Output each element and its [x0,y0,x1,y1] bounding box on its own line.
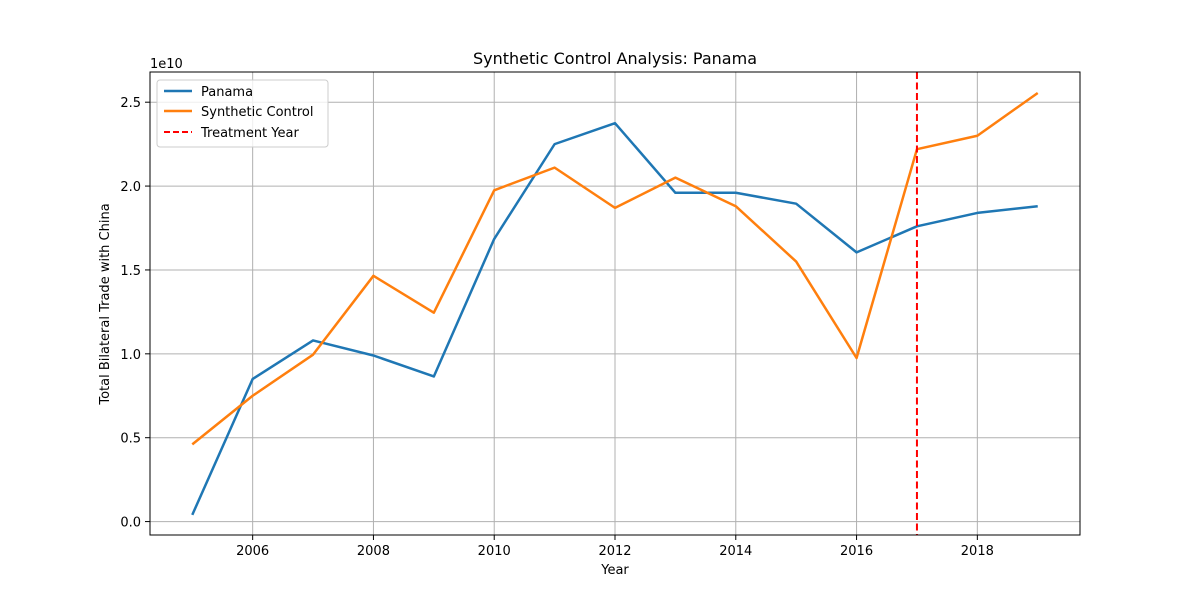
x-tick-label: 2014 [719,544,752,559]
legend-label-treatment-year: Treatment Year [200,126,299,141]
y-axis-label: Total Bilateral Trade with China [98,203,113,405]
y-tick-label: 1.5 [120,264,141,279]
x-tick-label: 2018 [961,544,994,559]
x-tick-label: 2008 [357,544,390,559]
legend-label-synthetic-control: Synthetic Control [201,105,314,120]
legend-label-panama: Panama [201,85,253,100]
y-tick-label: 1.0 [120,348,141,363]
grid-lines [150,72,1080,535]
legend: Panama Synthetic Control Treatment Year [156,79,329,148]
series-lines [191,72,1039,535]
series-line-panama [191,121,1038,516]
x-tick-label: 2016 [840,544,873,559]
y-tick-label: 0.5 [120,432,141,447]
series-line-synthetic-control [191,91,1039,446]
x-tick-label: 2006 [236,544,269,559]
y-axis-offset-label: 1e10 [150,57,183,72]
x-tick-label: 2012 [598,544,631,559]
x-tick-label: 2010 [478,544,511,559]
y-tick-label: 2.5 [120,96,141,111]
y-tick-label: 0.0 [120,516,141,531]
chart-title: Synthetic Control Analysis: Panama [473,49,757,68]
x-axis-label: Year [600,563,629,578]
axis-ticks: 2006 2008 2010 2012 2014 2016 2018 0.0 0.5 1.0 1.5… [120,96,994,559]
y-tick-label: 2.0 [120,180,141,195]
legend-box [156,79,329,148]
